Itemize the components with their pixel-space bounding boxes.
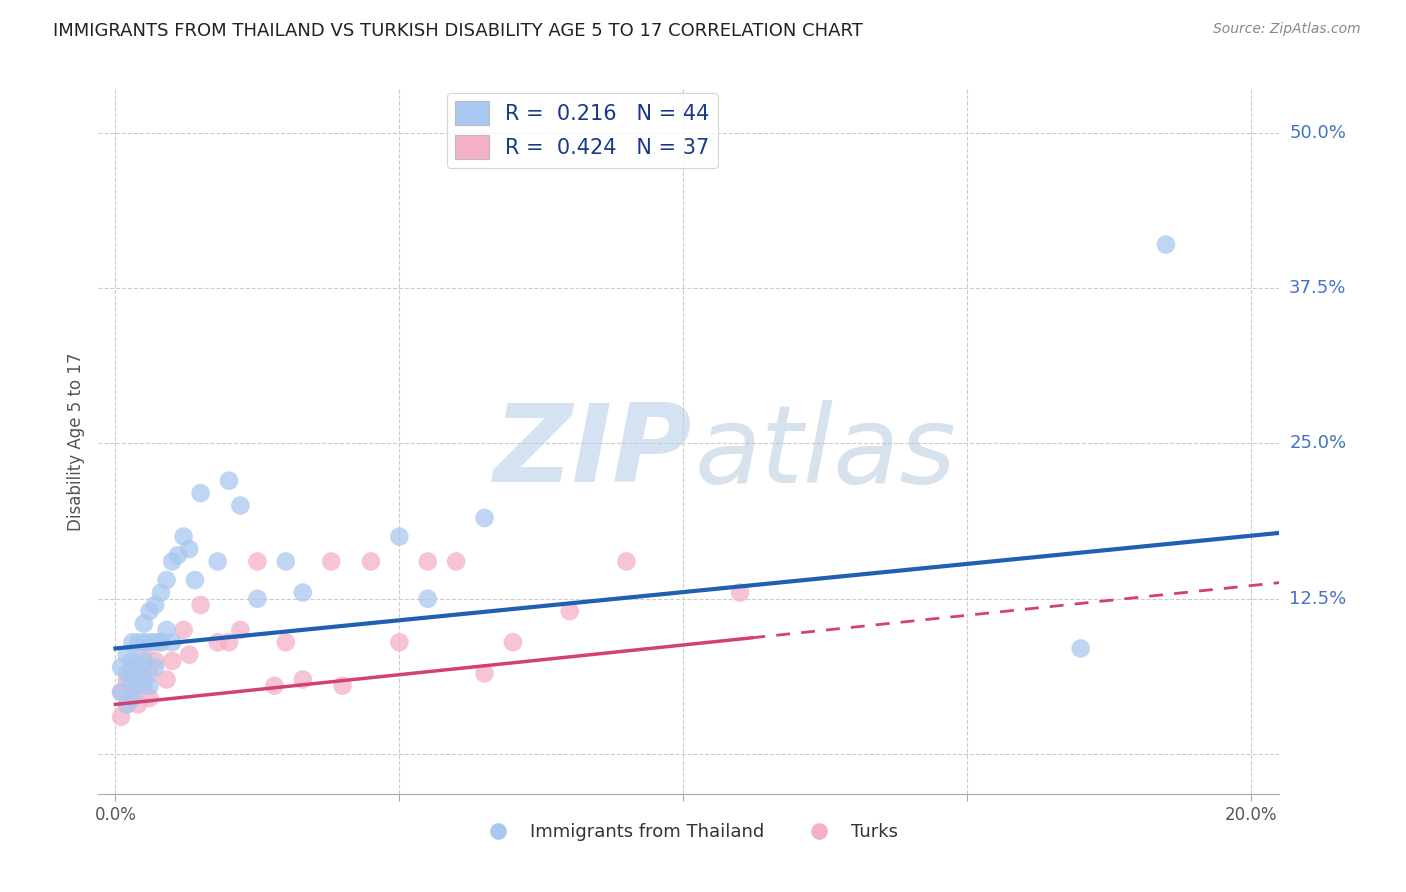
Point [229,499,252,513]
Point [229,623,252,637]
Point [121,635,143,649]
Point [263,679,285,693]
Point [132,648,155,662]
Point [179,542,201,557]
Point [138,679,160,693]
Point [143,654,166,668]
Point [173,623,195,637]
Point [502,635,524,649]
Point [121,691,143,706]
Point [115,666,138,681]
Point [332,679,354,693]
Point [360,554,382,568]
Point [132,635,155,649]
Point [558,604,581,618]
Point [132,616,155,631]
Text: IMMIGRANTS FROM THAILAND VS TURKISH DISABILITY AGE 5 TO 17 CORRELATION CHART: IMMIGRANTS FROM THAILAND VS TURKISH DISA… [53,22,863,40]
Point [110,660,132,674]
Point [138,604,160,618]
Legend: Immigrants from Thailand, Turks: Immigrants from Thailand, Turks [472,816,905,848]
Text: atlas: atlas [695,400,956,505]
Point [173,530,195,544]
Point [110,710,132,724]
Point [138,666,160,681]
Point [1154,237,1177,252]
Point [138,691,160,706]
Point [132,673,155,687]
Point [155,673,177,687]
Y-axis label: Disability Age 5 to 17: Disability Age 5 to 17 [66,352,84,531]
Point [162,654,183,668]
Point [110,685,132,699]
Point [728,585,751,599]
Point [218,635,240,649]
Point [127,698,149,712]
Point [115,698,138,712]
Point [143,660,166,674]
Point [127,660,149,674]
Text: Source: ZipAtlas.com: Source: ZipAtlas.com [1213,22,1361,37]
Point [138,635,160,649]
Text: 50.0%: 50.0% [1289,124,1346,142]
Point [274,635,297,649]
Point [1070,641,1092,656]
Point [388,530,411,544]
Point [115,698,138,712]
Point [444,554,467,568]
Point [115,673,138,687]
Point [179,648,201,662]
Point [291,585,314,599]
Point [474,666,496,681]
Point [132,654,155,668]
Point [190,598,212,612]
Point [149,585,172,599]
Point [274,554,297,568]
Point [616,554,638,568]
Point [121,685,143,699]
Point [143,598,166,612]
Point [246,591,269,606]
Text: 12.5%: 12.5% [1289,590,1347,607]
Point [132,679,155,693]
Point [184,573,207,587]
Point [190,486,212,500]
Point [121,673,143,687]
Point [143,635,166,649]
Text: ZIP: ZIP [494,399,692,505]
Point [149,635,172,649]
Point [155,623,177,637]
Point [167,548,190,562]
Point [388,635,411,649]
Point [155,573,177,587]
Point [218,474,240,488]
Point [149,635,172,649]
Point [127,635,149,649]
Point [207,554,229,568]
Point [416,591,439,606]
Point [110,685,132,699]
Point [115,648,138,662]
Point [291,673,314,687]
Text: 25.0%: 25.0% [1289,434,1347,452]
Point [121,654,143,668]
Point [246,554,269,568]
Point [127,666,149,681]
Point [474,511,496,525]
Point [127,679,149,693]
Point [162,554,183,568]
Point [162,635,183,649]
Point [207,635,229,649]
Point [121,660,143,674]
Point [416,554,439,568]
Point [321,554,343,568]
Text: 37.5%: 37.5% [1289,279,1347,297]
